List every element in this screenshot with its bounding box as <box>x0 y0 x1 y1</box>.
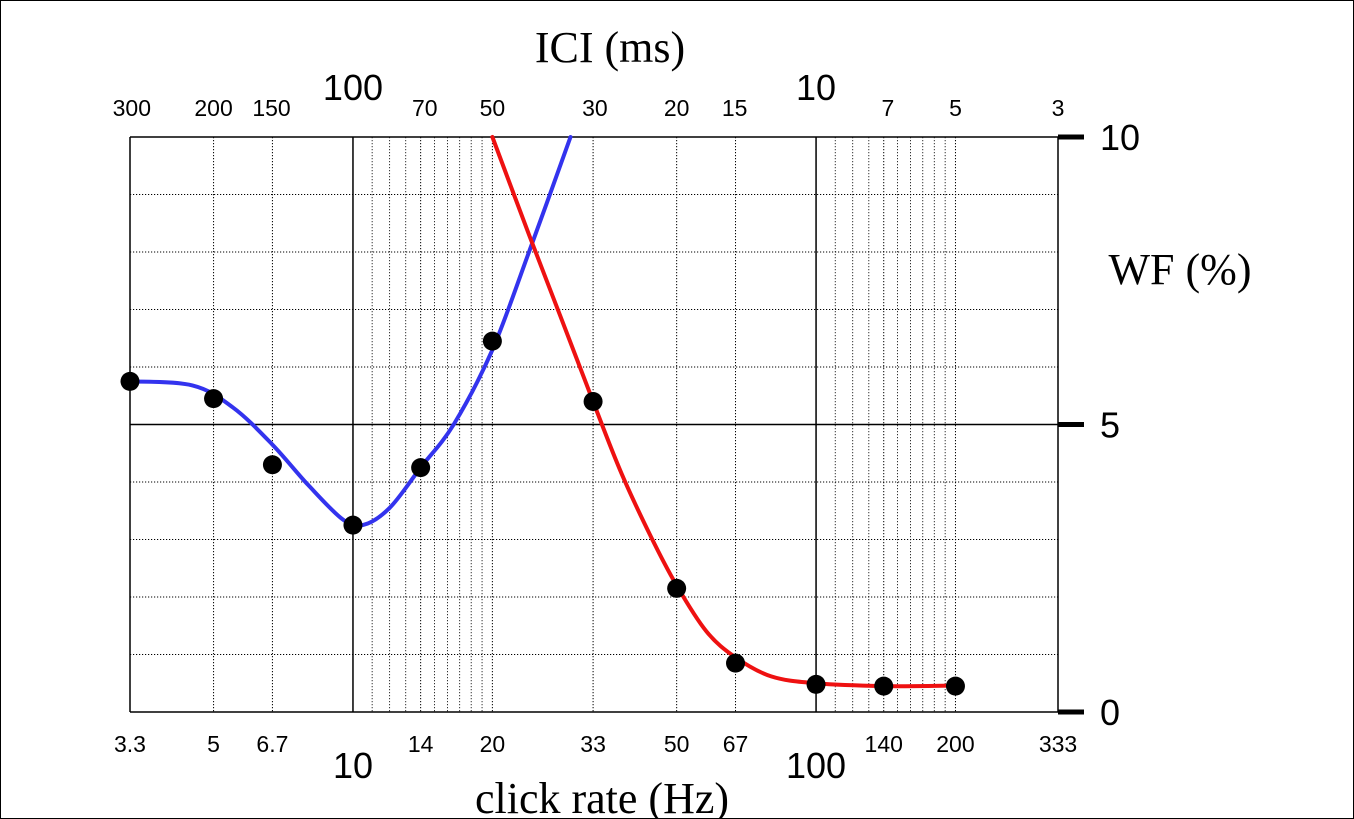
x-tick-label: 10 <box>333 745 373 786</box>
y-axis-title: WF (%) <box>1109 245 1252 294</box>
data-point <box>262 455 282 475</box>
top-tick-label: 5 <box>949 95 962 121</box>
x-tick-label: 33 <box>580 731 606 757</box>
axes <box>129 134 1084 715</box>
curves <box>128 135 958 689</box>
x-tick-label: 5 <box>207 731 220 757</box>
x-tick-label: 67 <box>723 731 749 757</box>
top-tick-label: 30 <box>582 95 608 121</box>
data-point <box>204 389 224 409</box>
data-point <box>874 676 894 696</box>
x-tick-label: 140 <box>865 731 903 757</box>
x-tick-label: 100 <box>786 745 846 786</box>
x-tick-label: 200 <box>936 731 974 757</box>
series-line-1 <box>490 135 958 689</box>
x-tick-label: 3.3 <box>114 731 146 757</box>
data-point <box>806 674 826 694</box>
data-point <box>945 676 965 696</box>
top-tick-label: 300 <box>113 95 151 121</box>
data-point <box>411 458 431 478</box>
data-points <box>120 331 965 696</box>
x-tick-label: 333 <box>1039 731 1077 757</box>
data-point <box>343 515 363 535</box>
top-tick-label: 10 <box>796 67 836 108</box>
y-tick-label: 0 <box>1100 692 1120 733</box>
data-point <box>667 578 687 598</box>
top-tick-label: 3 <box>1052 95 1065 121</box>
top-tick-label: 200 <box>194 95 232 121</box>
top-axis-title: ICI (ms) <box>535 23 685 72</box>
x-axis-title: click rate (Hz) <box>475 774 729 819</box>
top-tick-label: 15 <box>722 95 748 121</box>
x-tick-label: 20 <box>480 731 506 757</box>
grid <box>130 136 1058 713</box>
y-tick-label: 10 <box>1100 117 1140 158</box>
x-tick-label: 14 <box>408 731 434 757</box>
data-point <box>482 331 502 351</box>
data-point <box>583 392 603 411</box>
data-point <box>726 653 746 673</box>
y-tick-label: 5 <box>1100 405 1120 446</box>
x-tick-label: 50 <box>664 731 690 757</box>
top-tick-label: 100 <box>323 67 383 108</box>
data-point <box>120 371 140 391</box>
top-tick-label: 70 <box>412 95 438 121</box>
top-tick-label: 50 <box>480 95 506 121</box>
top-tick-label: 7 <box>881 95 894 121</box>
top-tick-label: 150 <box>252 95 290 121</box>
top-tick-label: 20 <box>664 95 690 121</box>
series-line-0 <box>128 135 573 528</box>
x-tick-label: 6.7 <box>256 731 288 757</box>
